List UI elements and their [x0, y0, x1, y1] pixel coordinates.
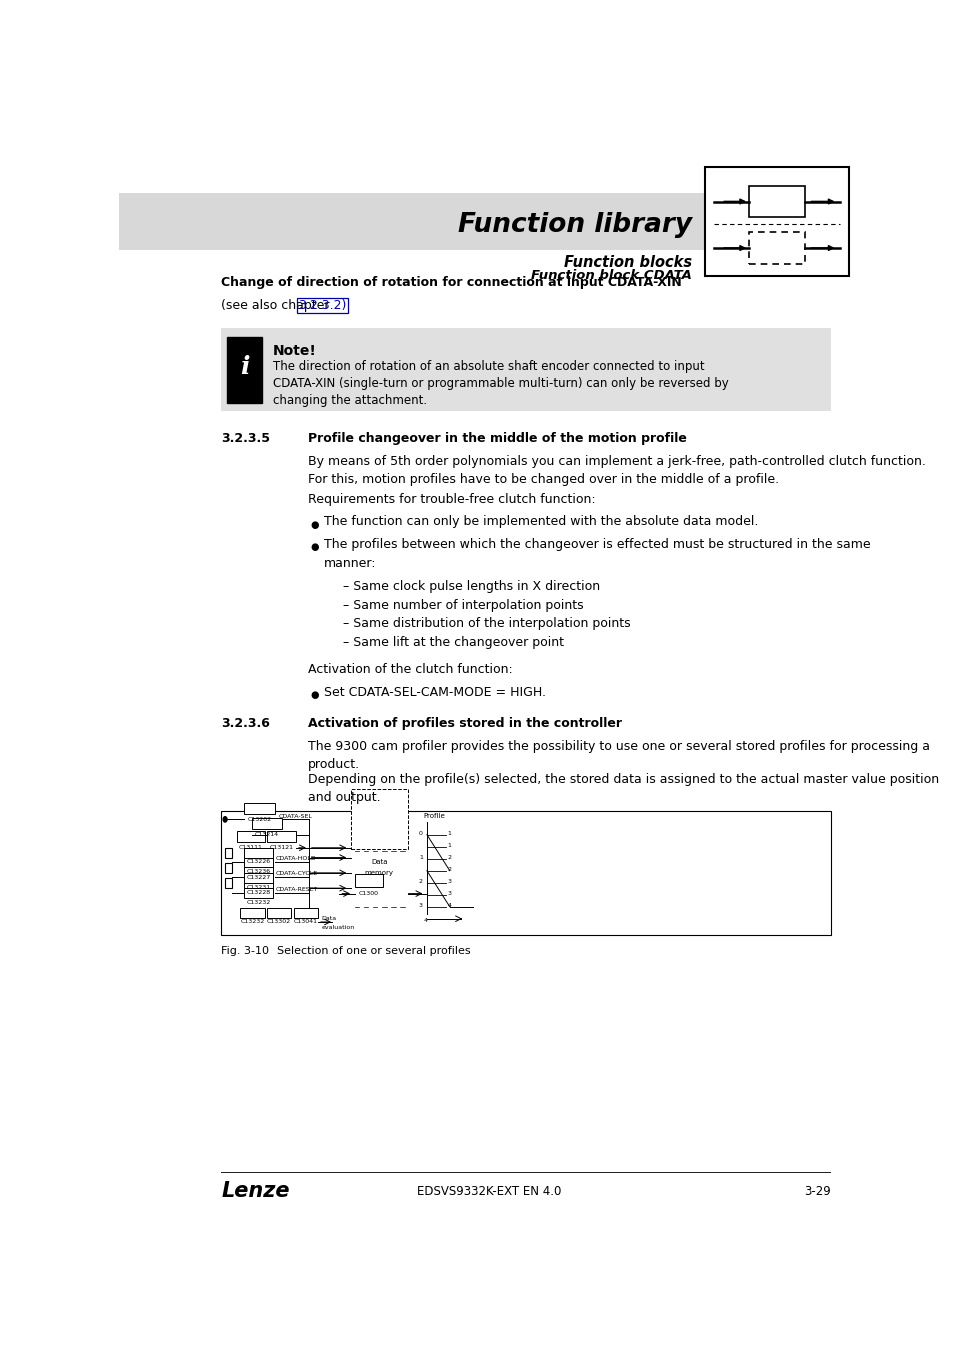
Text: The 9300 cam profiler provides the possibility to use one or several stored prof: The 9300 cam profiler provides the possi… [308, 740, 929, 771]
Text: 1: 1 [447, 844, 451, 848]
Bar [355, 873, 383, 887]
Text: 3: 3 [447, 891, 452, 896]
Bar [225, 863, 232, 873]
Text: 3.2.3.6: 3.2.3.6 [221, 717, 270, 730]
Bar [748, 186, 804, 217]
Text: C13232: C13232 [240, 919, 264, 925]
Bar [244, 803, 274, 814]
Text: Requirements for trouble-free clutch function:: Requirements for trouble-free clutch fun… [308, 493, 595, 505]
Bar [119, 193, 710, 250]
Bar [225, 879, 232, 888]
Text: C13228: C13228 [246, 890, 271, 895]
Text: C13202: C13202 [247, 817, 272, 822]
Text: C13231: C13231 [246, 884, 271, 890]
Text: (see also chapter: (see also chapter [221, 300, 334, 312]
Text: C13041: C13041 [294, 919, 317, 925]
Text: Profile changeover in the middle of the motion profile: Profile changeover in the middle of the … [308, 432, 686, 446]
Text: – Same number of interpolation points: – Same number of interpolation points [343, 598, 583, 612]
Text: 3-29: 3-29 [803, 1184, 830, 1197]
Bar [244, 857, 273, 868]
Text: C13227: C13227 [246, 875, 271, 880]
Text: Data: Data [321, 917, 336, 921]
Bar [267, 907, 291, 918]
Text: By means of 5th order polynomials you can implement a jerk-free, path-controlled: By means of 5th order polynomials you ca… [308, 455, 924, 486]
Text: 2: 2 [418, 879, 422, 884]
Text: 1: 1 [447, 832, 451, 836]
Text: 2: 2 [447, 855, 452, 860]
Text: 4: 4 [447, 903, 452, 909]
Text: C1300: C1300 [358, 891, 378, 896]
Text: C13111: C13111 [239, 845, 263, 850]
Text: C13232: C13232 [246, 900, 271, 904]
Text: The function can only be implemented with the absolute data model.: The function can only be implemented wit… [324, 516, 758, 528]
Text: 4: 4 [423, 918, 427, 923]
Text: – Same lift at the changeover point: – Same lift at the changeover point [343, 636, 563, 649]
Text: Function blocks: Function blocks [563, 255, 692, 270]
Bar [704, 167, 848, 277]
Text: CDATA-RESET: CDATA-RESET [275, 887, 317, 892]
Text: Function library: Function library [457, 212, 692, 238]
Bar [227, 336, 262, 404]
Text: Set CDATA-SEL-CAM-MODE = HIGH.: Set CDATA-SEL-CAM-MODE = HIGH. [324, 686, 545, 699]
Text: ●: ● [311, 543, 319, 552]
Text: Profile: Profile [423, 813, 445, 819]
Circle shape [223, 817, 227, 822]
Text: ●: ● [311, 690, 319, 701]
Bar [225, 848, 232, 857]
Text: 3: 3 [447, 879, 452, 884]
Text: Selection of one or several profiles: Selection of one or several profiles [276, 946, 470, 956]
Text: Activation of the clutch function:: Activation of the clutch function: [308, 663, 512, 676]
Bar [244, 848, 273, 857]
Bar [221, 328, 830, 412]
Bar [240, 907, 264, 918]
Text: C13121: C13121 [269, 845, 294, 850]
Text: Lenze: Lenze [221, 1181, 290, 1202]
Bar [236, 832, 265, 842]
Text: Change of direction of rotation for connection at input CDATA-XIN: Change of direction of rotation for conn… [221, 277, 681, 289]
Text: manner:: manner: [324, 558, 376, 570]
Bar [244, 863, 273, 873]
Text: C13214: C13214 [254, 832, 278, 837]
Text: Activation of profiles stored in the controller: Activation of profiles stored in the con… [308, 717, 621, 730]
Text: evaluation: evaluation [321, 925, 355, 930]
Text: CDATA-CYCLE: CDATA-CYCLE [275, 872, 317, 876]
Text: C13226: C13226 [246, 860, 271, 864]
Text: C13236: C13236 [246, 869, 271, 875]
Text: Depending on the profile(s) selected, the stored data is assigned to the actual : Depending on the profile(s) selected, th… [308, 774, 938, 805]
Bar [748, 232, 804, 263]
Text: C13302: C13302 [267, 919, 291, 925]
Text: i: i [239, 355, 249, 378]
Bar [351, 788, 408, 849]
Text: EDSVS9332K-EXT EN 4.0: EDSVS9332K-EXT EN 4.0 [416, 1184, 560, 1197]
Bar [244, 888, 273, 898]
Text: – Same clock pulse lengths in X direction: – Same clock pulse lengths in X directio… [343, 580, 599, 593]
Bar [244, 879, 273, 888]
Text: The profiles between which the changeover is effected must be structured in the : The profiles between which the changeove… [324, 539, 870, 551]
Bar [244, 873, 273, 883]
Text: – Same distribution of the interpolation points: – Same distribution of the interpolation… [343, 617, 630, 630]
Text: 0: 0 [418, 832, 422, 836]
Text: Note!: Note! [273, 344, 316, 358]
Text: CDATA-HOLD: CDATA-HOLD [275, 856, 315, 861]
Bar [221, 810, 830, 936]
Text: Function block CDATA: Function block CDATA [531, 269, 692, 282]
Text: The direction of rotation of an absolute shaft encoder connected to input
CDATA-: The direction of rotation of an absolute… [273, 359, 728, 406]
Text: 3: 3 [418, 903, 422, 909]
Text: Data: Data [371, 859, 387, 865]
Text: 1: 1 [418, 855, 422, 860]
Bar [267, 832, 295, 842]
Text: ●: ● [311, 520, 319, 529]
Text: 3.2.3.5: 3.2.3.5 [221, 432, 270, 446]
Text: memory: memory [364, 869, 394, 876]
Text: 3.2.3.2): 3.2.3.2) [298, 300, 347, 312]
Text: Fig. 3-10: Fig. 3-10 [221, 946, 269, 956]
Text: CDATA-SEL: CDATA-SEL [278, 814, 312, 818]
Text: 2: 2 [447, 867, 452, 872]
Bar [294, 907, 317, 918]
Bar [252, 818, 282, 829]
